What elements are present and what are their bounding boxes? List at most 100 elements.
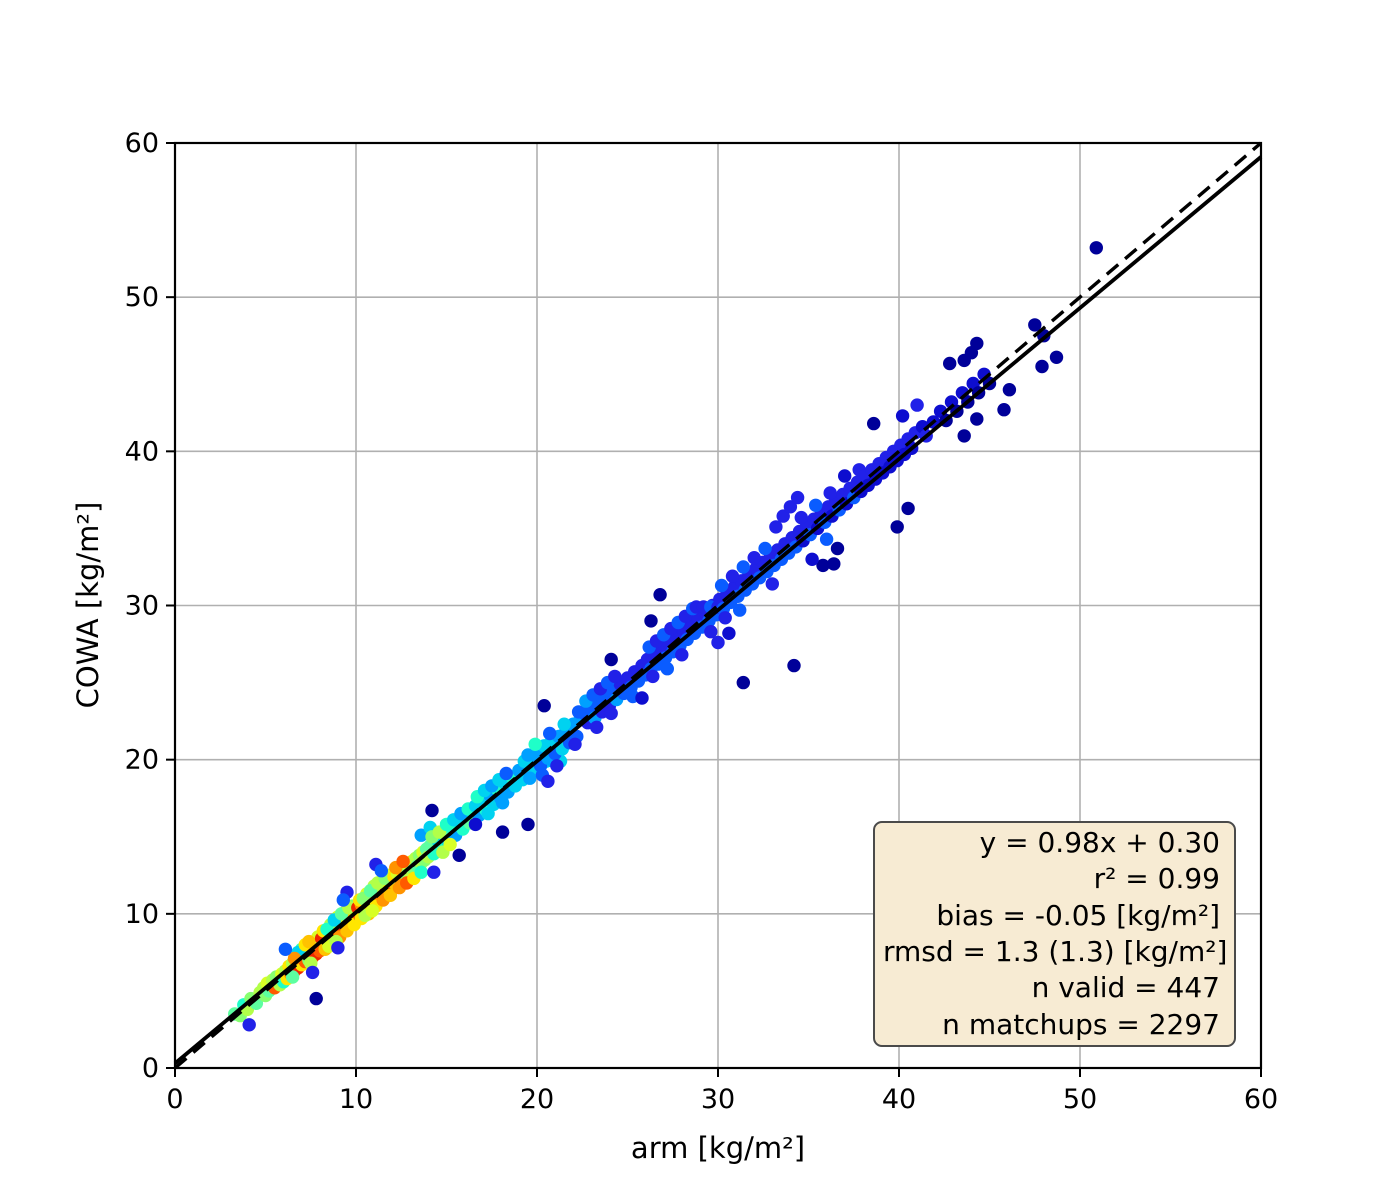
scatter-point [396,854,410,869]
scatter-point [736,675,750,690]
scatter-point [733,603,747,617]
scatter-point [331,941,345,955]
x-tick-label: 40 [882,1084,916,1115]
scatter-point [608,669,622,684]
scatter-point [895,409,910,423]
scatter-point [452,848,466,862]
scatter-point [704,625,718,639]
scatter-point [736,560,750,574]
scatter-point [495,796,510,810]
scatter-point [305,965,320,980]
scatter-point [537,699,551,713]
scatter-point [302,934,316,949]
scatter-point [278,942,293,956]
scatter-point [838,469,852,483]
scatter-point [890,520,904,534]
scatter-point [725,569,740,583]
y-tick-label: 10 [125,899,159,930]
scatter-point [644,614,658,628]
scatter-point [809,498,823,512]
scatter-point [604,652,618,667]
scatter-point [711,635,725,650]
scatter-point [557,717,571,731]
scatter-point [830,541,845,556]
scatter-point [443,837,457,852]
scatter-point [523,771,537,785]
scatter-point [242,1018,256,1032]
x-tick-label: 10 [339,1084,373,1115]
scatter-point [805,552,819,566]
scatter-point [604,706,618,721]
scatter-point [794,510,808,525]
scatter-point [1035,359,1049,374]
scatter-point [823,486,837,500]
x-tick-label: 0 [166,1084,183,1115]
scatter-point [646,669,660,684]
y-tick-label: 60 [125,128,159,159]
scatter-point [635,691,649,705]
scatter-point [970,336,984,351]
stats-line-nmatchups: n matchups = 2297 [942,1007,1220,1041]
scatter-point [970,412,984,426]
x-tick-label: 60 [1244,1084,1278,1115]
scatter-point [414,828,428,842]
scatter-point [481,806,495,821]
scatter-point [414,865,428,879]
scatter-point [827,557,841,571]
stats-box: y = 0.98x + 0.30 r² = 0.99 bias = -0.05 … [873,821,1236,1047]
scatter-point [427,865,441,879]
scatter-point [285,970,300,984]
scatter-point [867,416,881,431]
scatter-point [758,541,772,556]
stats-line-r2: r² = 0.99 [1093,862,1220,896]
scatter-point [495,825,510,839]
scatter-point [425,803,439,818]
scatter-point [374,864,388,878]
scatter-point [816,558,830,573]
y-tick-label: 50 [125,282,159,313]
scatter-point [722,626,736,640]
scatter-point [383,888,398,902]
scatter-point [765,577,779,591]
x-axis-label: arm [kg/m²] [630,1131,806,1165]
stats-line-rmsd: rmsd = 1.3 (1.3) [kg/m²] [883,935,1228,968]
scatter-point [1028,318,1042,332]
scatter-point [787,658,801,673]
x-tick-label: 20 [520,1084,554,1115]
scatter-point [1002,383,1017,397]
stats-line-bias: bias = -0.05 [kg/m²] [936,898,1220,932]
scatter-point [997,403,1011,417]
scatter-point [543,726,557,741]
scatter-point [568,737,582,751]
scatter-point [957,429,971,443]
scatter-point [499,766,513,781]
y-tick-label: 30 [125,591,159,622]
x-tick-label: 30 [701,1084,735,1115]
scatter-point [776,509,790,523]
stats-line-equation: y = 0.98x + 0.30 [979,825,1220,859]
scatter-point [901,501,915,516]
scatter-point [660,662,674,676]
y-tick-label: 40 [125,436,159,467]
x-tick-label: 50 [1063,1084,1097,1115]
scatter-point [943,356,957,371]
scatter-point [365,904,379,918]
y-axis-label: COWA [kg/m²] [71,501,105,709]
scatter-point [336,893,350,907]
y-tick-label: 0 [142,1053,159,1084]
scatter-point [528,737,542,751]
scatter-point [790,490,805,505]
scatter-point [769,520,783,534]
scatter-point [910,398,924,412]
scatter-point [819,532,834,546]
scatter-point [1089,241,1104,255]
scatter-point [747,551,761,565]
scatter-point [468,817,483,832]
stats-line-nvalid: n valid = 447 [1031,971,1220,1005]
scatter-point [521,817,535,832]
fit-line [173,155,1263,1065]
scatter-point [653,588,667,602]
scatter-point [541,774,555,788]
